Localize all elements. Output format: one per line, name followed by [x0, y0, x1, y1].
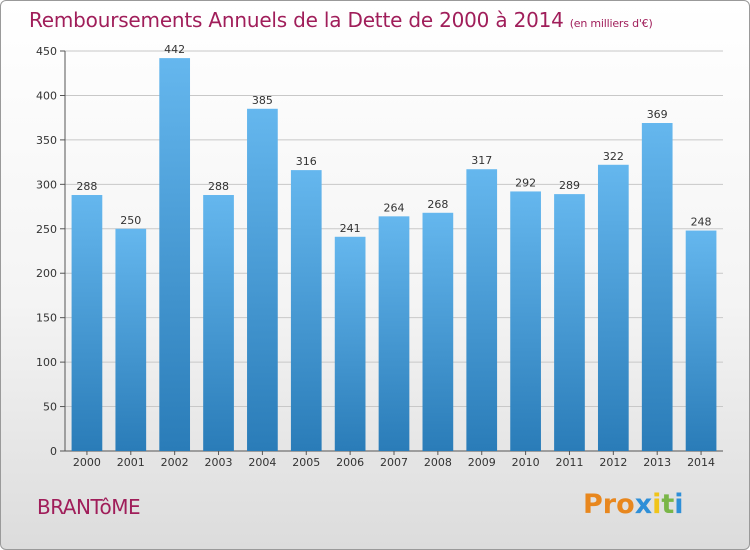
bar-2000	[71, 195, 103, 451]
x-tick-label-2008: 2008	[424, 456, 452, 469]
logo-letter: t	[661, 489, 675, 520]
x-tick-label-2012: 2012	[599, 456, 627, 469]
chart-title: Remboursements Annuels de la Dette de 20…	[29, 8, 653, 32]
bar-2007	[378, 216, 410, 451]
x-tick-label-2004: 2004	[248, 456, 276, 469]
data-label-2012: 322	[603, 150, 624, 163]
data-label-2003: 288	[208, 180, 229, 193]
data-label-2013: 369	[647, 108, 668, 121]
x-tick-label-2007: 2007	[380, 456, 408, 469]
logo-letter: x	[634, 489, 653, 520]
bar-2013	[641, 123, 673, 451]
data-label-2004: 385	[252, 94, 273, 107]
proxiti-logo[interactable]: Proxiti	[583, 489, 684, 520]
x-tick-label-2011: 2011	[555, 456, 583, 469]
bar-2003	[203, 195, 234, 451]
logo-letter: P	[583, 489, 603, 520]
x-tick-label-2006: 2006	[336, 456, 364, 469]
y-tick-label: 450	[36, 45, 57, 58]
bar-2004	[247, 108, 278, 452]
y-tick-label: 0	[50, 445, 57, 458]
logo-letter: i	[674, 489, 684, 520]
logo-letter: r	[602, 489, 617, 520]
y-tick-label: 50	[43, 401, 57, 414]
x-tick-label-2005: 2005	[292, 456, 320, 469]
y-tick-label: 350	[36, 134, 57, 147]
bar-2008	[422, 212, 454, 451]
data-label-2005: 316	[296, 155, 317, 168]
bar-2009	[466, 169, 498, 451]
commune-name: BRANTôME	[37, 495, 141, 519]
data-label-2014: 248	[691, 216, 712, 229]
y-tick-label: 150	[36, 312, 57, 325]
bar-2011	[554, 194, 585, 451]
y-tick-label: 100	[36, 356, 57, 369]
data-label-2007: 264	[384, 201, 405, 214]
bar-2006	[334, 236, 366, 451]
x-tick-label-2001: 2001	[117, 456, 145, 469]
data-label-2008: 268	[427, 198, 448, 211]
bar-2012	[597, 164, 629, 451]
data-label-2001: 250	[120, 214, 141, 227]
data-label-2002: 442	[164, 43, 185, 56]
x-tick-label-2010: 2010	[512, 456, 540, 469]
y-tick-label: 250	[36, 223, 57, 236]
bars	[71, 58, 717, 452]
bar-2010	[510, 191, 541, 451]
y-tick-label: 400	[36, 89, 57, 102]
x-tick-label-2002: 2002	[161, 456, 189, 469]
data-labels: 288 250 442 288 385 316 241 264 268 317 292 289 322 3…	[76, 43, 711, 235]
data-label-2000: 288	[76, 180, 97, 193]
bar-2014	[685, 230, 717, 451]
x-tick-label-2013: 2013	[643, 456, 671, 469]
y-tick-label: 300	[36, 178, 57, 191]
logo-letter: i	[652, 489, 662, 520]
x-tick-label-2003: 2003	[205, 456, 233, 469]
x-tick-label-2000: 2000	[73, 456, 101, 469]
unit-note: (en milliers d'€)	[569, 17, 653, 30]
y-tick-label: 200	[36, 267, 57, 280]
logo-letter: o	[616, 489, 635, 520]
data-label-2011: 289	[559, 179, 580, 192]
x-tick-label-2009: 2009	[468, 456, 496, 469]
bar-2005	[290, 170, 322, 451]
data-label-2010: 292	[515, 176, 536, 189]
data-label-2009: 317	[471, 154, 492, 167]
data-label-2006: 241	[340, 222, 361, 235]
title-text: Remboursements Annuels de la Dette de 20…	[29, 8, 564, 32]
x-tick-label-2014: 2014	[687, 456, 715, 469]
bar-2002	[159, 58, 191, 451]
bar-2001	[115, 228, 147, 451]
